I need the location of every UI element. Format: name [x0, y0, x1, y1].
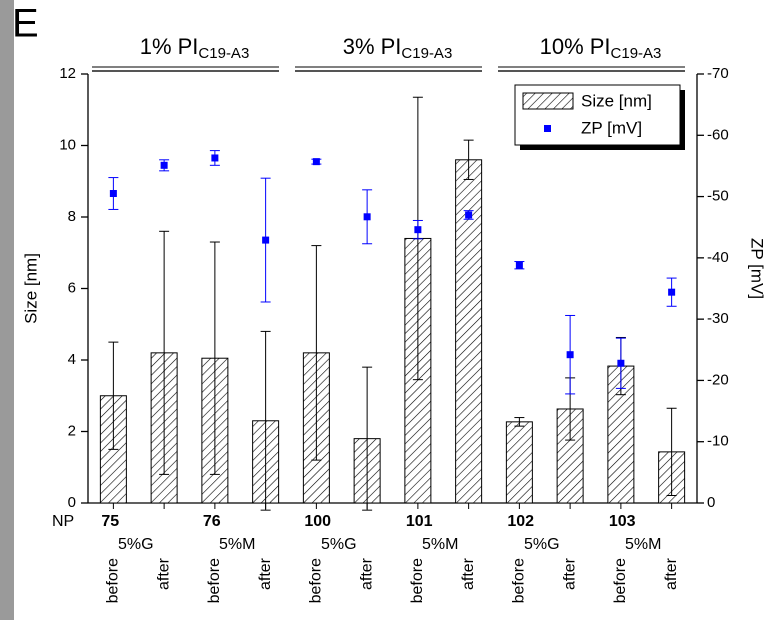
y-axis-label: Size [nm] — [21, 253, 40, 324]
legend-swatch — [544, 125, 551, 132]
x-tick-label: after — [561, 557, 578, 590]
np-label: 75 — [101, 513, 119, 530]
zp-point — [515, 261, 523, 269]
group-label-sub: C19-A3 — [198, 45, 249, 62]
group-label-sub: C19-A3 — [611, 45, 662, 62]
zp-point — [211, 154, 219, 162]
y2-axis-label: ZP [mV] — [748, 238, 764, 299]
np-label: 76 — [203, 513, 221, 530]
group-label: 3% PIC19-A3 — [343, 34, 453, 62]
np-label: 101 — [406, 513, 433, 530]
composition-label: 5%M — [422, 536, 458, 553]
y2-tick-label: -70 — [707, 65, 729, 82]
group-label-main: 3% PI — [343, 34, 402, 59]
composition-label: 5%G — [524, 536, 560, 553]
group-label-main: 10% PI — [540, 34, 611, 59]
zp-point — [312, 158, 320, 166]
y-tick-label: 10 — [59, 136, 76, 153]
x-tick-label: before — [308, 558, 325, 603]
zp-point — [414, 226, 422, 234]
legend-label: ZP [mV] — [581, 118, 642, 137]
group-label: 1% PIC19-A3 — [140, 34, 250, 62]
zp-point — [566, 351, 574, 359]
x-tick-label: before — [511, 558, 528, 603]
zp-point — [262, 236, 270, 244]
y2-tick-label: -30 — [707, 310, 729, 327]
x-tick-label: before — [612, 558, 629, 603]
y-tick-label: 2 — [68, 422, 76, 439]
y-tick-label: 8 — [68, 208, 76, 225]
zp-point — [668, 288, 676, 296]
y-tick-label: 12 — [59, 65, 76, 82]
bar — [505, 421, 533, 504]
y2-tick-label: -50 — [707, 188, 729, 205]
y2-tick-label: 0 — [707, 494, 715, 511]
y2-tick-label: -40 — [707, 249, 729, 266]
x-prefix: NP — [52, 513, 74, 530]
group-label: 10% PIC19-A3 — [540, 34, 662, 62]
composition-label: 5%M — [219, 536, 255, 553]
adjacent-panel-strip — [0, 0, 14, 620]
group-label-sub: C19-A3 — [401, 45, 452, 62]
zp-point — [363, 213, 371, 221]
np-label: 100 — [304, 513, 331, 530]
bar — [455, 159, 483, 504]
composition-label: 5%G — [321, 536, 357, 553]
group-label-main: 1% PI — [140, 34, 199, 59]
zp-point — [160, 161, 168, 169]
legend-swatch — [522, 92, 574, 110]
y2-tick-label: -20 — [707, 371, 729, 388]
y2-tick-label: -10 — [707, 433, 729, 450]
legend-label: Size [nm] — [581, 91, 652, 110]
x-tick-label: before — [105, 558, 122, 603]
x-tick-label: before — [409, 558, 426, 603]
composition-label: 5%M — [625, 536, 661, 553]
zp-point — [109, 190, 117, 198]
np-label: 103 — [609, 513, 636, 530]
zp-point — [465, 211, 473, 219]
panel-label: E — [12, 2, 39, 46]
y2-tick-label: -60 — [707, 126, 729, 143]
y-tick-label: 4 — [68, 351, 76, 368]
np-label: 102 — [507, 513, 534, 530]
x-tick-label: after — [460, 557, 477, 590]
composition-label: 5%G — [118, 536, 154, 553]
x-tick-label: before — [206, 558, 223, 603]
x-tick-label: after — [155, 557, 172, 590]
x-tick-label: after — [358, 557, 375, 590]
x-tick-label: after — [663, 557, 680, 590]
y-tick-label: 0 — [68, 494, 76, 511]
y-tick-label: 6 — [68, 279, 76, 296]
x-tick-label: after — [257, 557, 274, 590]
zp-point — [617, 359, 625, 367]
